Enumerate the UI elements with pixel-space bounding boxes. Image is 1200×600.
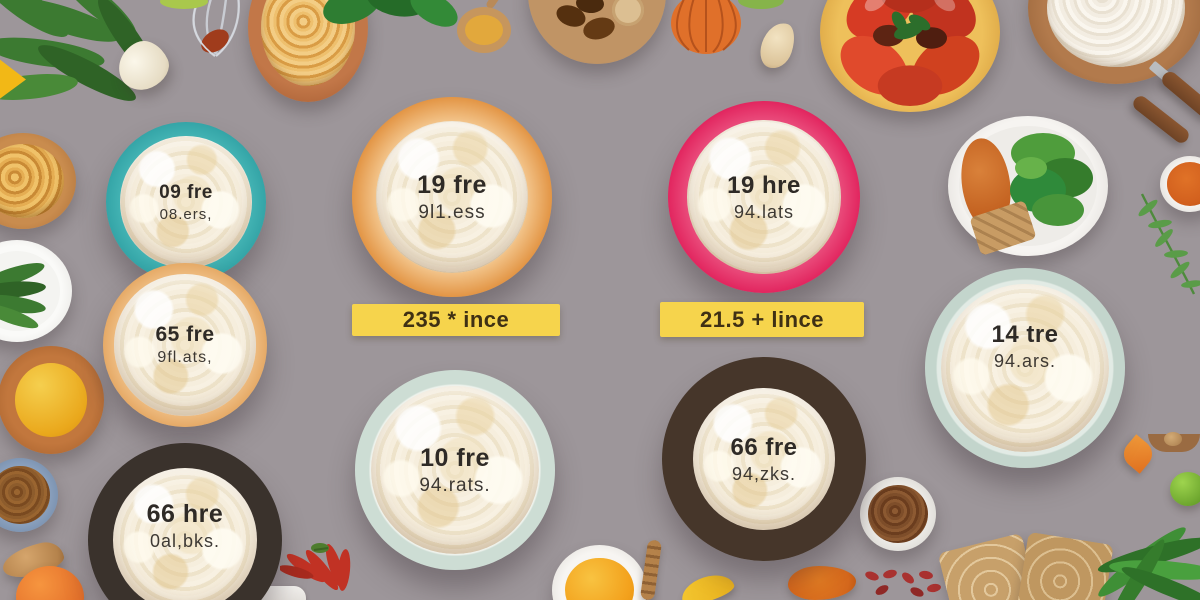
- cereal-bowl-celadon: 14 tre 94.ars.: [925, 268, 1125, 468]
- honey-bowl-icon: [552, 545, 647, 600]
- lemon-bowl-icon: [0, 346, 104, 454]
- cereal-bowl-tan: 65 fre 9fl.ats,: [103, 263, 267, 427]
- bowl-label: 66 fre 94,zks.: [662, 357, 866, 561]
- cereal-bowl-dark: 66 hre 0al,bks.: [88, 443, 282, 600]
- cashew-nut-icon: [755, 18, 800, 73]
- bowl-label: 65 fre 9fl.ats,: [103, 263, 267, 427]
- cereal-bowl-pink: 19 hre 94.lats: [668, 101, 860, 293]
- bowl-label-line2: 08.ers,: [159, 205, 213, 223]
- bowl-label: 19 fre 9l1.ess: [352, 97, 552, 297]
- cereal-food: [687, 120, 841, 274]
- bowl-label-line1: 65 fre: [155, 323, 215, 346]
- bowl-label-line2: 94,zks.: [731, 463, 797, 484]
- bowl-label-line2: 0al,bks.: [149, 531, 221, 551]
- bowl-label-line1: 19 fre: [417, 170, 487, 199]
- brown-sugar-bowl-icon: [860, 477, 936, 551]
- banana-slice-icon: [677, 569, 737, 600]
- cereal-bowl-orange: 19 fre 9l1.ess: [352, 97, 552, 297]
- paprika-bowl-icon: [1160, 156, 1200, 212]
- tomato-bowl-icon: [820, 0, 1000, 112]
- avocado-sliver-icon: [738, 0, 784, 9]
- cereal-food: [371, 386, 539, 554]
- whisk-icon: [175, 0, 253, 66]
- bowl-label: 10 fre 94.rats.: [355, 370, 555, 570]
- bowl-label-line1: 09 fre: [159, 181, 213, 203]
- basil-leaves-icon: [322, 0, 460, 47]
- herb-sprig-icon: [1130, 190, 1200, 298]
- cereal-bowl-teal: 09 fre 08.ers,: [106, 122, 266, 282]
- value-badge-left: 235 * ince: [352, 304, 560, 336]
- honey-dipper-icon: [639, 539, 663, 600]
- cereal-food: [120, 136, 252, 268]
- value-badge-right: 21.5 + lince: [660, 302, 864, 337]
- herb-bowl-icon: [0, 240, 72, 342]
- bowl-label-line1: 14 tre: [991, 320, 1059, 348]
- cereal-bowl-brown: 66 fre 94,zks.: [662, 357, 866, 561]
- cereal-food: [113, 468, 257, 600]
- bowl-label-line2: 9l1.ess: [418, 201, 486, 223]
- bowl-label: 66 hre 0al,bks.: [88, 429, 282, 600]
- bowl-label: 19 hre 94.lats: [668, 101, 860, 293]
- cereal-food: [941, 284, 1109, 452]
- cinnamon-bowl-icon: [0, 458, 58, 532]
- lime-dish-icon: [160, 0, 208, 9]
- walnut-bowl-icon: [1148, 432, 1200, 454]
- chili-peppers-icon: [278, 538, 368, 600]
- cereal-food: [114, 274, 256, 416]
- bowl-label-line2: 94.lats: [733, 201, 795, 222]
- mini-pumpkin-icon: [666, 0, 746, 58]
- paprika-pile-icon: [788, 566, 856, 600]
- palm-leaves-icon: [1082, 500, 1200, 600]
- nut-bowl-icon: [0, 133, 76, 229]
- cereal-food: [692, 387, 836, 531]
- turmeric-spoon-icon: [452, 0, 527, 60]
- green-apple-icon: [1170, 472, 1200, 506]
- cereal-food: [376, 121, 528, 273]
- red-beans-icon: [862, 566, 942, 600]
- bowl-label-line1: 66 hre: [146, 500, 224, 528]
- bowl-label: 14 tre 94.ars.: [925, 246, 1125, 446]
- salad-bowl-icon: [948, 116, 1108, 256]
- bowl-label-line2: 94.ars.: [993, 350, 1057, 371]
- bowl-label-line1: 66 fre: [730, 433, 798, 461]
- bowl-label: 09 fre 08.ers,: [106, 122, 266, 282]
- wooden-board-dates-icon: [528, 0, 666, 64]
- bowl-label-line1: 10 fre: [420, 443, 490, 472]
- cereal-bowl-mint: 10 fre 94.rats.: [355, 370, 555, 570]
- bowl-label-line2: 9fl.ats,: [157, 349, 213, 366]
- bowl-label-line2: 94.rats.: [419, 474, 491, 496]
- bowl-label-line1: 19 hre: [727, 171, 801, 199]
